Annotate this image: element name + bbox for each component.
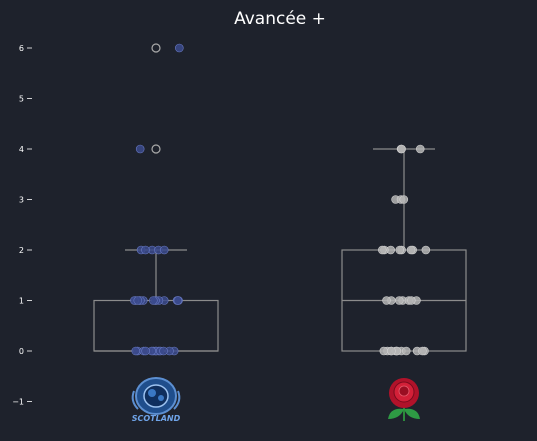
y-tick-label: 4	[19, 145, 24, 154]
data-point	[397, 144, 406, 154]
box-iqr	[93, 299, 219, 352]
data-point	[159, 245, 169, 255]
logo-thistle-head	[148, 389, 156, 397]
data-point	[133, 296, 143, 305]
y-tick-label: 5	[19, 95, 24, 104]
data-point	[387, 346, 396, 356]
data-point	[407, 296, 416, 305]
strip-series-england	[377, 144, 431, 356]
chart-title: Avancée +	[234, 9, 326, 29]
data-point	[173, 296, 183, 305]
data-point	[377, 245, 387, 255]
data-point	[395, 245, 405, 255]
data-point	[415, 144, 425, 154]
y-tick-label: 0	[19, 347, 24, 356]
strip-series-scotland	[130, 43, 184, 356]
outlier-marker	[151, 144, 161, 154]
y-tick-label: 1	[19, 297, 24, 306]
data-point	[406, 245, 416, 255]
logo-leaves	[131, 390, 181, 410]
rose-leaf-left	[388, 408, 404, 419]
y-tick-label: 3	[19, 196, 24, 205]
scotland-rugby-thistle-logo: SCOTLAND	[131, 377, 181, 423]
data-point	[131, 346, 141, 356]
data-point	[175, 43, 184, 53]
england-rugby-red-rose-logo	[388, 378, 420, 421]
data-point	[159, 346, 168, 356]
outlier-marker	[151, 43, 161, 53]
strip-points	[130, 43, 431, 356]
y-axis: −1 0 1 2 3 4 5 6	[12, 44, 32, 407]
data-point	[421, 245, 431, 255]
data-point	[418, 346, 427, 356]
data-point	[141, 245, 150, 255]
data-point	[149, 296, 158, 305]
box-plots	[93, 43, 467, 352]
data-point	[399, 195, 409, 204]
logo-text: SCOTLAND	[132, 414, 181, 423]
data-point	[401, 346, 411, 356]
data-point	[394, 296, 404, 305]
category-logos: SCOTLAND	[131, 377, 420, 423]
data-point	[141, 346, 150, 356]
logo-inner-thistle	[143, 384, 169, 408]
y-tick-label: −1	[12, 398, 24, 407]
rose-center	[398, 385, 410, 397]
data-point	[135, 144, 145, 154]
y-tick-label: 6	[19, 44, 24, 53]
y-tick-label: 2	[19, 246, 24, 255]
box-plot-scotland	[93, 43, 219, 352]
logo-thistle-bud	[158, 395, 164, 401]
rose-leaf-right	[404, 408, 420, 419]
data-point	[379, 346, 389, 356]
data-point	[382, 296, 391, 305]
